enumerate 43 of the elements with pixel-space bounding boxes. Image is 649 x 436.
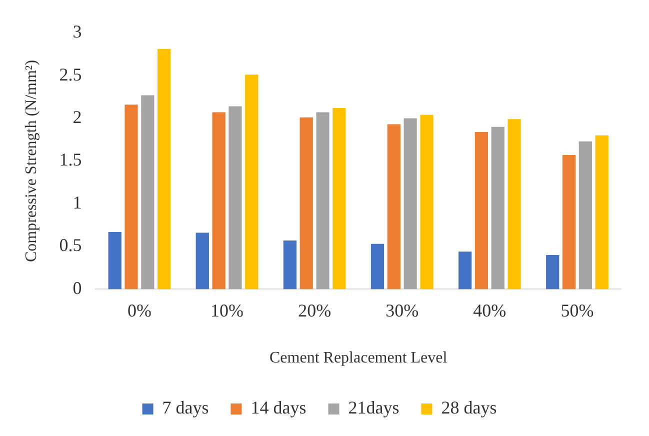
bar	[158, 49, 171, 290]
bar	[404, 118, 417, 290]
legend-label: 21days	[348, 398, 400, 418]
x-tick-label: 20%	[298, 300, 332, 321]
x-axis-title: Cement Replacement Level	[270, 350, 448, 367]
y-tick-label: 3	[72, 22, 82, 42]
y-tick-label: 2	[72, 107, 82, 127]
x-tick-label: 50%	[560, 300, 594, 321]
x-tick-label: 10%	[210, 300, 244, 321]
bar	[316, 112, 330, 290]
bar	[228, 106, 242, 290]
bar	[546, 255, 560, 290]
y-tick-label: 0.5	[59, 235, 82, 256]
legend-label: 7 days	[162, 398, 209, 418]
bar	[387, 124, 400, 290]
bar	[491, 126, 504, 290]
bar	[196, 232, 209, 290]
y-tick-label: 2.5	[59, 64, 82, 84]
bar	[474, 132, 488, 290]
bar	[124, 104, 138, 290]
bar	[420, 114, 434, 290]
bar	[141, 95, 154, 290]
bar	[108, 232, 122, 290]
bar	[300, 117, 313, 290]
bar	[508, 119, 521, 290]
bar	[332, 108, 346, 290]
bar	[370, 244, 384, 290]
bar	[283, 240, 297, 290]
x-tick-label: 30%	[386, 300, 419, 321]
bar	[245, 74, 258, 290]
bar	[212, 112, 226, 290]
y-tick-label: 1.5	[59, 150, 82, 170]
legend-label: 28 days	[441, 398, 497, 418]
bar	[595, 135, 608, 290]
y-tick-label: 0	[72, 278, 82, 298]
x-tick-label: 40%	[473, 300, 506, 321]
legend-label: 14 days	[250, 398, 306, 418]
y-axis-title: Compressive Strength (N/mm²)	[22, 60, 40, 262]
y-tick-label: 1	[72, 192, 82, 212]
bar	[562, 155, 576, 290]
x-tick-label: 0%	[127, 300, 152, 321]
bar	[578, 141, 592, 290]
bar	[458, 252, 472, 290]
